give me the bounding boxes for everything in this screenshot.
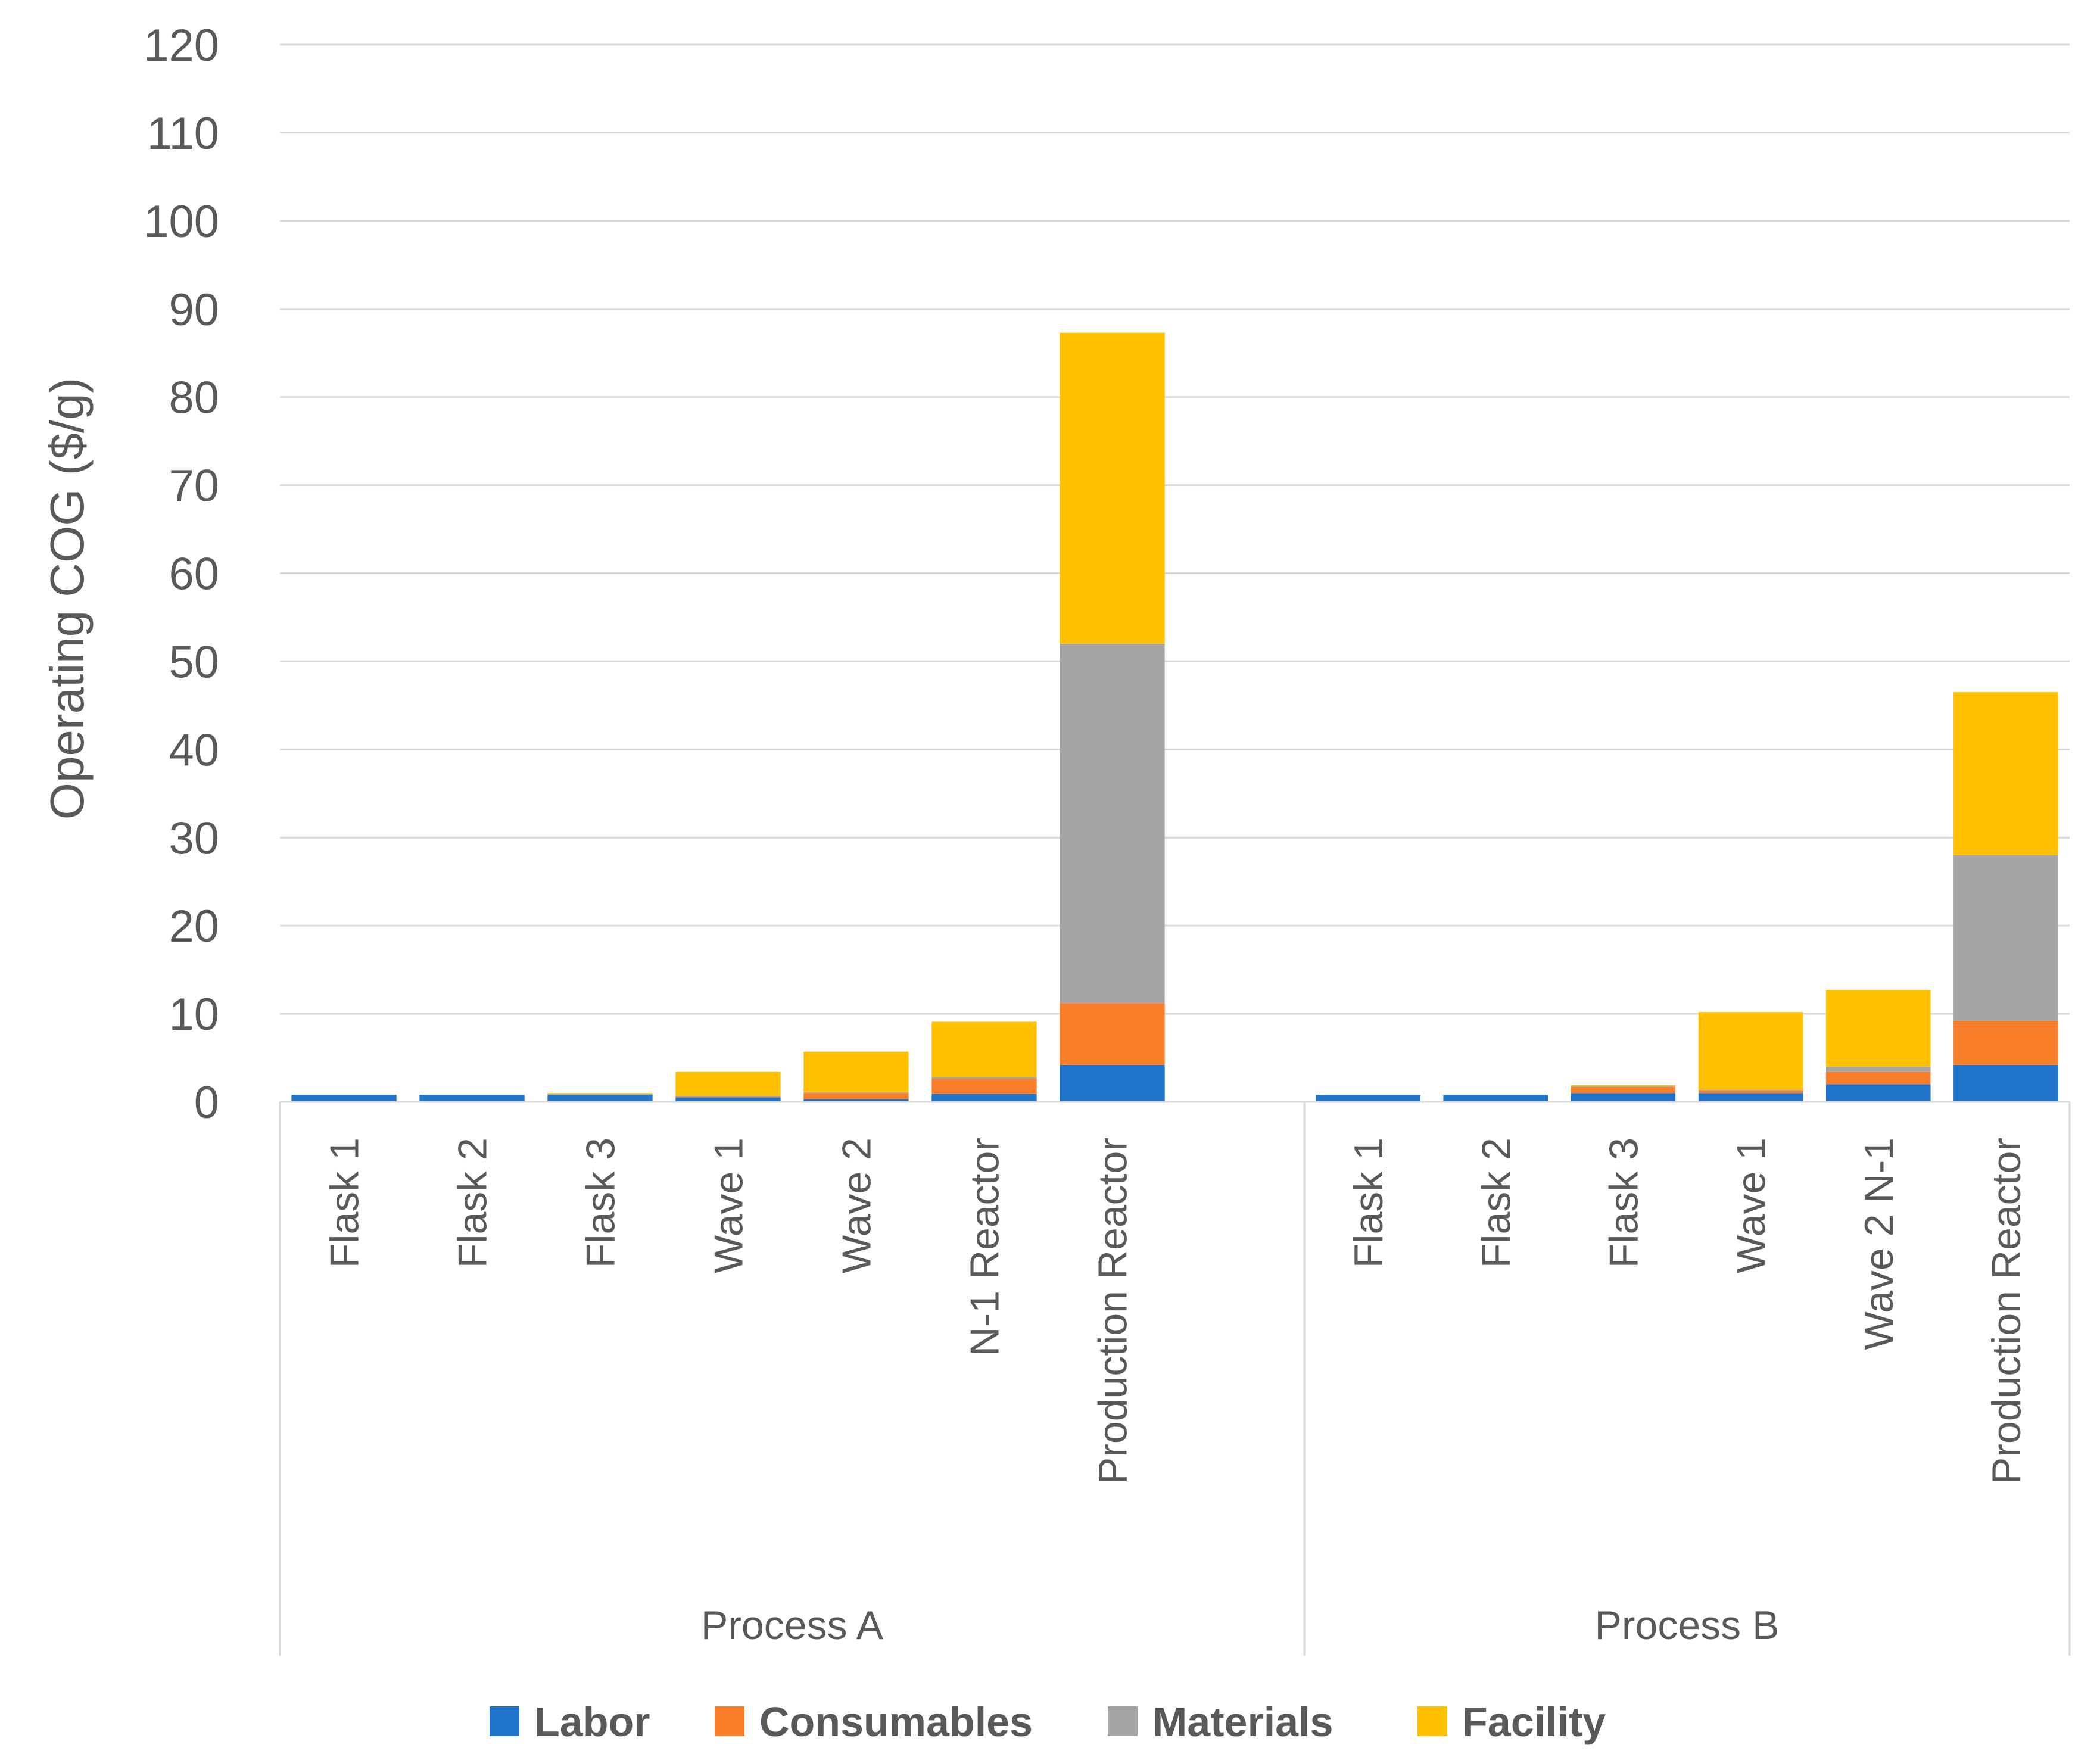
bar-segment-labor xyxy=(1443,1095,1548,1102)
y-tick-label: 80 xyxy=(169,373,219,423)
bar-segment-consumables xyxy=(1825,1071,1931,1085)
bar-segment-labor xyxy=(1316,1095,1420,1102)
legend-swatch-materials xyxy=(1108,1706,1138,1736)
x-category-label: Flask 3 xyxy=(578,1138,624,1268)
bar-segment-labor xyxy=(1953,1064,2058,1102)
x-category-label: Flask 1 xyxy=(322,1138,367,1268)
bar-segment-labor xyxy=(1698,1093,1803,1102)
x-category-label: Flask 3 xyxy=(1601,1138,1646,1268)
x-category-label: Production Reactor xyxy=(1984,1138,2029,1484)
x-group-label: Process B xyxy=(1595,1603,1780,1648)
category-labels: Flask 1 Flask 2 Flask 3 Wave 1 Wave 2 N-1 Rea… xyxy=(322,1138,2029,1484)
group-labels: Process A Process B xyxy=(701,1603,1780,1648)
y-tick-label: 70 xyxy=(169,461,219,512)
bar-segment-consumables xyxy=(675,1096,781,1098)
y-tick-label: 0 xyxy=(194,1077,219,1128)
bar-segment-materials xyxy=(803,1092,909,1094)
bar-segment-facility xyxy=(1571,1085,1676,1086)
bar-segment-materials xyxy=(1060,643,1165,1004)
bar-segment-labor xyxy=(803,1099,909,1102)
y-axis-title: Operating COG ($/g) xyxy=(40,378,94,820)
bar-segment-facility xyxy=(675,1071,781,1096)
bar-segment-labor xyxy=(675,1097,781,1102)
bar-segment-materials xyxy=(1825,1066,1931,1072)
y-tick-label: 110 xyxy=(147,108,219,159)
y-tick-label: 50 xyxy=(169,637,219,687)
bar-segment-facility xyxy=(1698,1012,1803,1090)
x-category-label: Wave 1 xyxy=(706,1138,752,1273)
y-tick-label: 60 xyxy=(169,549,219,600)
x-category-label: Flask 2 xyxy=(450,1138,496,1268)
legend-swatch-facility xyxy=(1417,1706,1447,1736)
bar-segment-materials xyxy=(547,1094,653,1095)
bar-segment-materials xyxy=(931,1077,1037,1079)
bar-segment-materials xyxy=(1953,855,2058,1021)
gridlines xyxy=(280,43,2070,1015)
legend-label: Labor xyxy=(534,1699,650,1745)
legend-swatch-labor xyxy=(490,1706,519,1736)
bar-segment-facility xyxy=(803,1051,909,1092)
bar-segment-consumables xyxy=(1698,1090,1803,1094)
bars xyxy=(291,332,2058,1102)
bar-segment-facility xyxy=(1825,990,1931,1067)
legend-label: Consumables xyxy=(759,1699,1033,1745)
legend-label: Materials xyxy=(1152,1699,1333,1745)
bar-segment-consumables xyxy=(803,1093,909,1099)
y-tick-label: 30 xyxy=(169,813,219,864)
x-category-label: Wave 2 N-1 xyxy=(1856,1138,1902,1350)
legend: Labor Consumables Materials Facility xyxy=(490,1699,1606,1745)
bar-segment-labor xyxy=(419,1095,525,1102)
bar-segment-facility xyxy=(1953,692,2058,855)
bar-segment-labor xyxy=(1571,1093,1676,1102)
bar-segment-consumables xyxy=(1953,1020,2058,1065)
y-tick-label: 100 xyxy=(144,197,219,247)
x-category-label: Wave 2 xyxy=(834,1138,880,1273)
x-group-label: Process A xyxy=(701,1603,884,1648)
legend-swatch-consumables xyxy=(715,1706,744,1736)
bar-segment-materials xyxy=(1698,1089,1803,1091)
x-category-label: N-1 Reactor xyxy=(962,1138,1008,1356)
x-category-label: Wave 1 xyxy=(1729,1138,1774,1273)
bar-segment-facility xyxy=(931,1021,1037,1077)
y-tick-label: 10 xyxy=(169,989,219,1040)
bar-segment-facility xyxy=(1060,332,1165,644)
y-tick-label: 20 xyxy=(169,901,219,952)
y-tick-label: 40 xyxy=(169,725,219,775)
bar-segment-labor xyxy=(1825,1084,1931,1102)
bar-segment-labor xyxy=(547,1095,653,1102)
x-category-label: Flask 2 xyxy=(1473,1138,1519,1268)
x-axis xyxy=(279,1101,2071,1656)
bar-segment-labor xyxy=(291,1095,397,1102)
bar-segment-labor xyxy=(931,1094,1037,1102)
bar-segment-consumables xyxy=(1060,1003,1165,1065)
bar-segment-consumables xyxy=(1571,1086,1676,1094)
y-axis-ticks: 0 10 20 30 40 50 60 70 80 90 100 110 120 xyxy=(144,20,219,1128)
y-tick-label: 90 xyxy=(169,285,219,335)
bar-segment-facility xyxy=(547,1093,653,1094)
x-category-label: Production Reactor xyxy=(1090,1138,1136,1484)
x-category-label: Flask 1 xyxy=(1346,1138,1391,1268)
legend-label: Facility xyxy=(1462,1699,1606,1745)
bar-segment-labor xyxy=(1060,1064,1165,1102)
bar-segment-consumables xyxy=(931,1079,1037,1094)
y-tick-label: 120 xyxy=(144,20,219,71)
